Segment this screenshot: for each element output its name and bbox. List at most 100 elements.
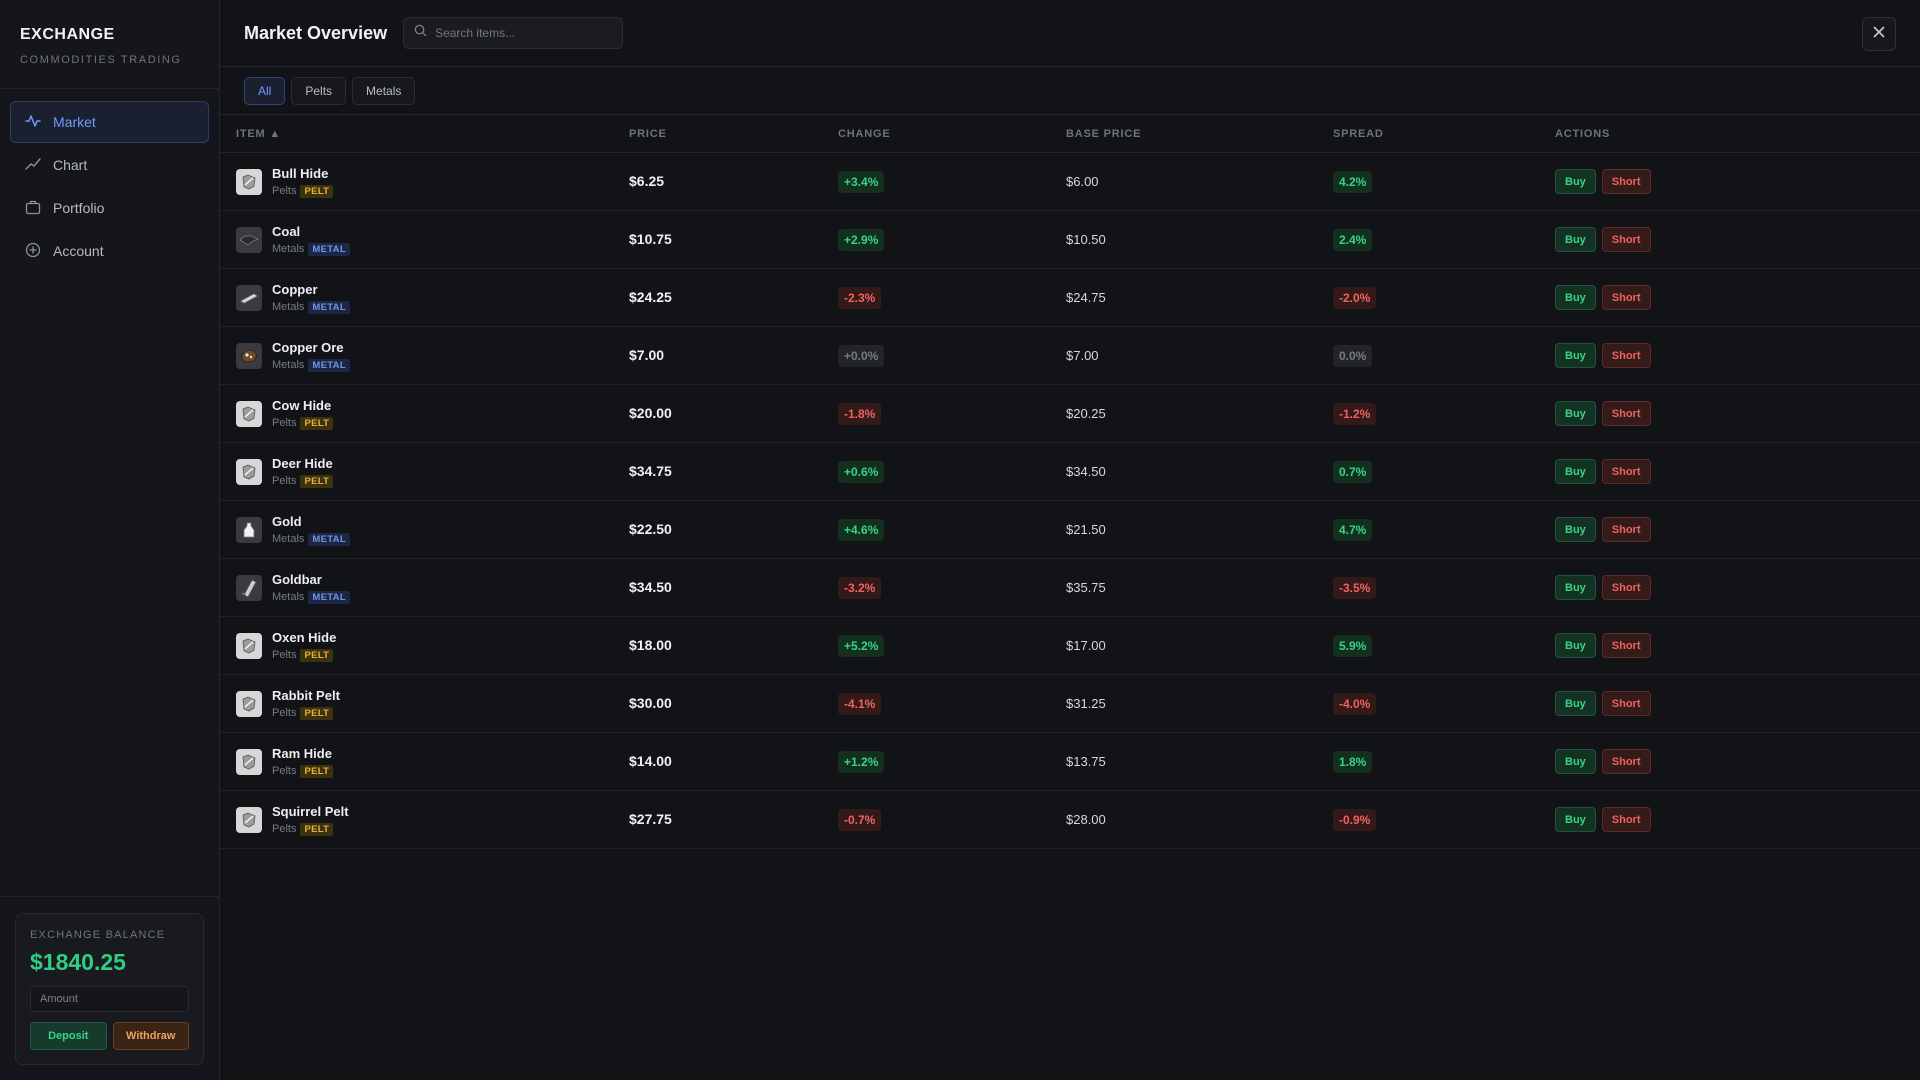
table-row[interactable]: Goldbar Metals METAL $34.50 -3.2% $35.75 -3.5%… (220, 559, 1920, 617)
spread-cell: -4.0% (1333, 692, 1555, 715)
sidebar-item-market[interactable]: Market (10, 101, 209, 143)
short-button[interactable]: Short (1601, 575, 1651, 600)
spread-cell: 2.4% (1333, 228, 1555, 251)
table-row[interactable]: Ram Hide Pelts PELT $14.00 +1.2% $13.75 1.8% Bu… (220, 733, 1920, 791)
short-button[interactable]: Short (1601, 285, 1651, 310)
filter-all[interactable]: All (244, 76, 286, 105)
buy-button[interactable]: Buy (1555, 749, 1596, 774)
item-category: Pelts (272, 707, 297, 719)
short-button[interactable]: Short (1601, 517, 1651, 542)
item-price: $7.00 (629, 346, 665, 363)
buy-button[interactable]: Buy (1555, 343, 1596, 368)
short-button[interactable]: Short (1601, 169, 1651, 194)
item-name: Copper (272, 281, 318, 297)
base-price: $31.25 (1066, 695, 1106, 711)
filter-pelts[interactable]: Pelts (291, 76, 347, 105)
search-input[interactable] (435, 26, 613, 40)
buy-button[interactable]: Buy (1555, 285, 1596, 310)
buy-button[interactable]: Buy (1555, 517, 1596, 542)
amount-input[interactable] (30, 986, 189, 1012)
item-name: Copper Ore (272, 339, 344, 355)
table-row[interactable]: Coal Metals METAL $10.75 +2.9% $10.50 2.4% Buy S… (220, 211, 1920, 269)
buy-button[interactable]: Buy (1555, 459, 1596, 484)
buy-button[interactable]: Buy (1555, 807, 1596, 832)
hide-icon (236, 690, 262, 717)
table-row[interactable]: Cow Hide Pelts PELT $20.00 -1.8% $20.25 -1.2% B… (220, 385, 1920, 443)
hide-icon (236, 806, 262, 833)
buy-button[interactable]: Buy (1555, 633, 1596, 658)
short-button[interactable]: Short (1601, 227, 1651, 252)
spread-badge: 1.8% (1333, 750, 1373, 773)
short-button[interactable]: Short (1601, 749, 1651, 774)
actions-cell: Buy Short (1555, 285, 1920, 310)
short-button[interactable]: Short (1601, 691, 1651, 716)
column-header-price[interactable]: PRICE (629, 127, 667, 140)
sidebar-item-label: Chart (53, 157, 88, 173)
spread-badge: -1.2% (1333, 402, 1377, 425)
price-cell: $20.00 (629, 405, 838, 423)
item-tag: METAL (308, 590, 350, 604)
filter-metals[interactable]: Metals (352, 76, 416, 105)
item-category: Metals (272, 359, 305, 371)
activity-icon (25, 113, 41, 132)
table-row[interactable]: Copper Metals METAL $24.25 -2.3% $24.75 -2.0% B… (220, 269, 1920, 327)
change-cell: -2.3% (838, 286, 1066, 309)
withdraw-button[interactable]: Withdraw (112, 1022, 189, 1050)
search-icon (414, 24, 427, 42)
sidebar-item-chart[interactable]: Chart (10, 144, 209, 186)
buy-button[interactable]: Buy (1555, 401, 1596, 426)
buy-button[interactable]: Buy (1555, 227, 1596, 252)
table-row[interactable]: Bull Hide Pelts PELT $6.25 +3.4% $6.00 4.2% Buy… (220, 153, 1920, 211)
item-tag: PELT (300, 184, 334, 198)
actions-cell: Buy Short (1555, 401, 1920, 426)
table-row[interactable]: Deer Hide Pelts PELT $34.75 +0.6% $34.50 0.7% B… (220, 443, 1920, 501)
base-price-cell: $20.25 (1066, 405, 1333, 423)
buy-button[interactable]: Buy (1555, 575, 1596, 600)
item-cell: Cow Hide Pelts PELT (220, 398, 629, 430)
column-header-change[interactable]: CHANGE (838, 127, 891, 140)
short-button[interactable]: Short (1601, 343, 1651, 368)
buy-button[interactable]: Buy (1555, 169, 1596, 194)
item-name: Cow Hide (272, 397, 332, 413)
actions-cell: Buy Short (1555, 169, 1920, 194)
item-info: Goldbar Metals METAL (272, 572, 350, 604)
price-cell: $10.75 (629, 231, 838, 249)
item-price: $30.00 (629, 694, 672, 711)
short-button[interactable]: Short (1601, 633, 1651, 658)
short-button[interactable]: Short (1601, 807, 1651, 832)
item-cell: Coal Metals METAL (220, 224, 629, 256)
spread-cell: -3.5% (1333, 576, 1555, 599)
item-name: Oxen Hide (272, 629, 337, 645)
page-title: Market Overview (244, 22, 388, 43)
table-row[interactable]: Squirrel Pelt Pelts PELT $27.75 -0.7% $28.00 -… (220, 791, 1920, 849)
actions-cell: Buy Short (1555, 575, 1920, 600)
column-header-actions: ACTIONS (1555, 127, 1611, 140)
change-badge: +1.2% (838, 750, 885, 773)
short-button[interactable]: Short (1601, 459, 1651, 484)
change-cell: +1.2% (838, 750, 1066, 773)
sidebar-item-account[interactable]: Account (10, 230, 209, 272)
table-row[interactable]: Copper Ore Metals METAL $7.00 +0.0% $7.00 0.0%… (220, 327, 1920, 385)
column-header-item[interactable]: ITEM ▲ (236, 127, 282, 140)
table-row[interactable]: Oxen Hide Pelts PELT $18.00 +5.2% $17.00 5.9% B… (220, 617, 1920, 675)
hide-icon (236, 748, 262, 775)
search-box[interactable] (403, 17, 624, 49)
item-tag: PELT (300, 416, 334, 430)
item-tag: METAL (308, 532, 350, 546)
table-row[interactable]: Rabbit Pelt Pelts PELT $30.00 -4.1% $31.25 -4.… (220, 675, 1920, 733)
table-row[interactable]: Gold Metals METAL $22.50 +4.6% $21.50 4.7% Buy S… (220, 501, 1920, 559)
column-header-spread[interactable]: SPREAD (1333, 127, 1384, 140)
close-button[interactable] (1862, 17, 1896, 51)
item-name: Gold (272, 513, 302, 529)
item-tag: PELT (300, 706, 334, 720)
column-header-base-price[interactable]: BASE PRICE (1066, 127, 1142, 140)
main-panel: Market Overview All Pelts Metals ITEM ▲ … (220, 0, 1920, 1080)
sidebar-item-portfolio[interactable]: Portfolio (10, 187, 209, 229)
buy-button[interactable]: Buy (1555, 691, 1596, 716)
deposit-button[interactable]: Deposit (30, 1022, 107, 1050)
price-cell: $24.25 (629, 289, 838, 307)
brand-title: EXCHANGE (20, 26, 115, 43)
short-button[interactable]: Short (1601, 401, 1651, 426)
item-info: Bull Hide Pelts PELT (272, 166, 334, 198)
